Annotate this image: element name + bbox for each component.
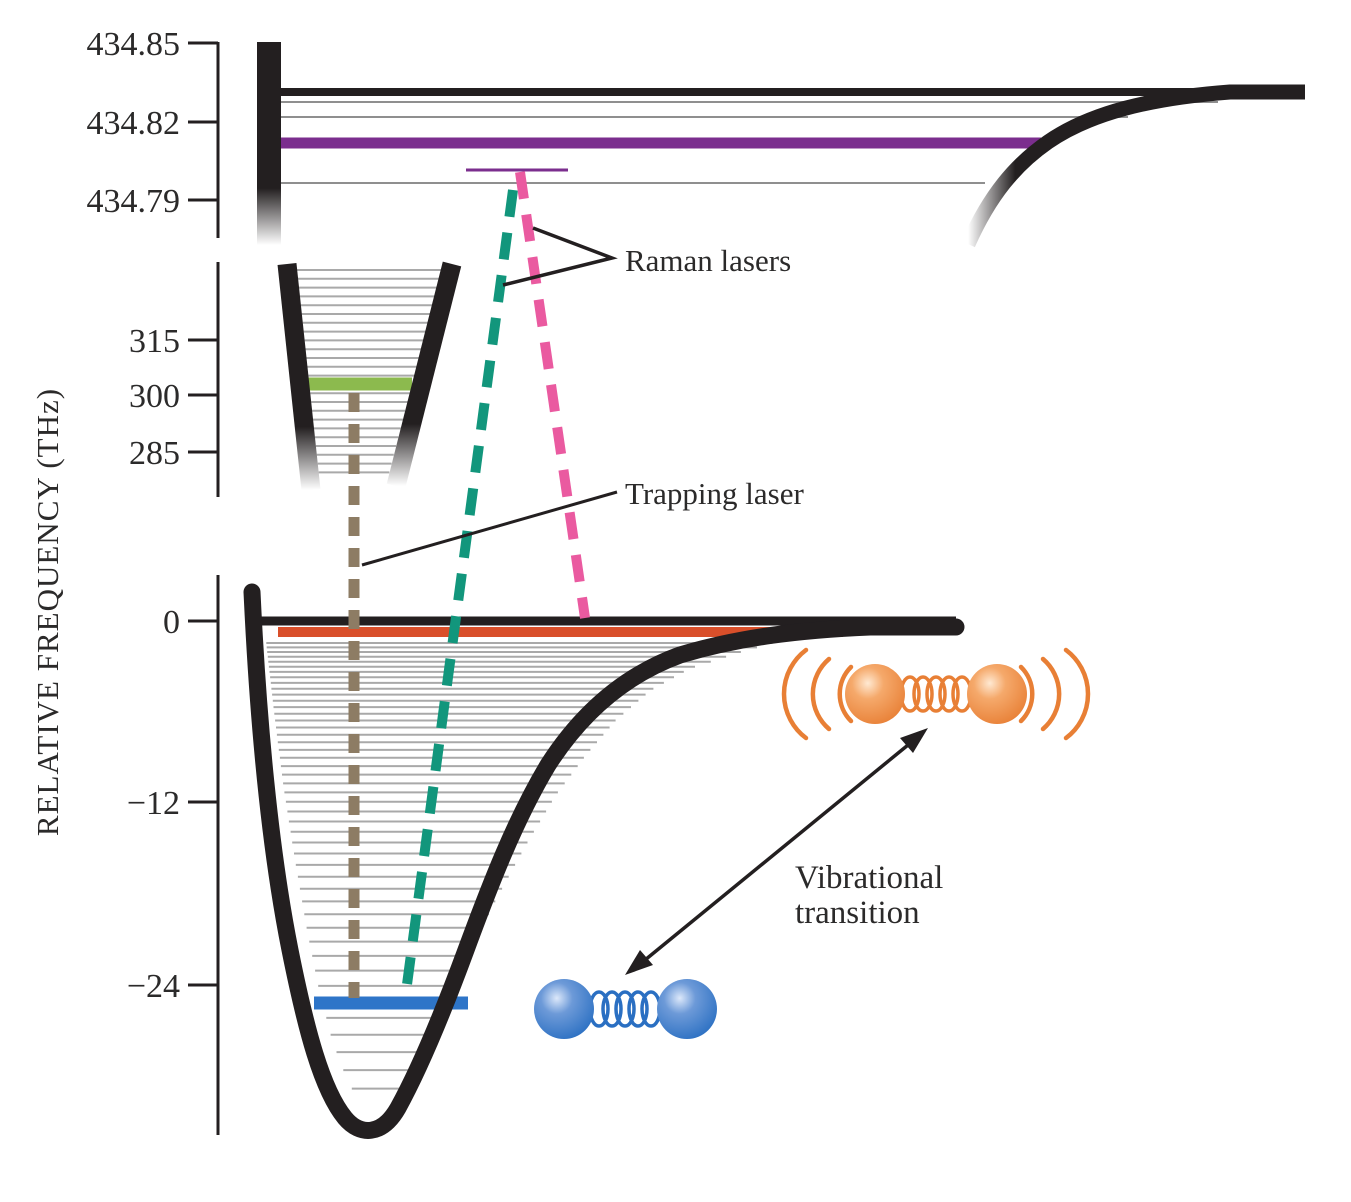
tick-label: 285	[129, 435, 180, 472]
y-axis-ticks	[188, 41, 218, 987]
atom-sphere	[534, 979, 594, 1039]
vibration-waves-icon	[781, 647, 1091, 741]
raman-laser-beam-pink	[515, 171, 590, 619]
vibrational-transition-label-line2: transition	[795, 895, 920, 931]
atom-sphere	[657, 979, 717, 1039]
y-axis-title: RELATIVE FREQUENCY (THz)	[30, 388, 65, 836]
laser-beams	[348, 171, 590, 998]
excited-potential-right-curve	[961, 84, 1305, 248]
tick-label: 300	[129, 378, 180, 415]
ground-potential	[243, 583, 965, 1139]
tick-label: 434.79	[87, 183, 181, 220]
intermediate-potential-right-wall	[386, 261, 462, 489]
excited-potential-left-wall	[257, 42, 281, 245]
tick-label: 434.82	[87, 105, 181, 142]
arrowhead-icon	[900, 728, 928, 753]
raman-lasers-pointer-icon	[502, 226, 618, 287]
raman-lasers-label: Raman lasers	[625, 243, 791, 278]
dissociation-limit-line	[279, 88, 1305, 96]
tick-label: 434.85	[87, 26, 181, 63]
blue-molecule-icon	[534, 979, 717, 1039]
vibrational-transition-arrow	[625, 728, 928, 975]
y-axis-tick-labels: 434.85 434.82 434.79 315 300 285 0 −12 −…	[30, 26, 180, 1005]
molecule-spring-icon	[899, 675, 973, 713]
tick-label: −24	[127, 968, 180, 1005]
raman-laser-beam-teal	[401, 189, 518, 993]
annotations: Raman lasers Trapping laser Vibrational …	[361, 226, 943, 975]
vibrational-transition-label-line1: Vibrational	[795, 860, 943, 896]
trapping-laser-pointer-line	[361, 490, 618, 567]
y-axis	[188, 41, 220, 1135]
excited-potential	[257, 42, 1305, 248]
intermediate-potential	[277, 261, 462, 492]
intermediate-potential-left-wall	[277, 262, 321, 492]
ground-potential-curve	[243, 583, 965, 1139]
atom-sphere	[845, 664, 905, 724]
tick-label: −12	[127, 785, 180, 822]
excited-level-lines	[279, 101, 1218, 184]
molecule-spring-icon	[588, 990, 662, 1028]
tick-label: 315	[129, 323, 180, 360]
arrowhead-icon	[625, 950, 653, 975]
trapping-laser-label: Trapping laser	[625, 476, 804, 511]
atom-sphere	[967, 664, 1027, 724]
tick-label: 0	[163, 604, 180, 641]
orange-molecule-icon	[781, 647, 1091, 741]
